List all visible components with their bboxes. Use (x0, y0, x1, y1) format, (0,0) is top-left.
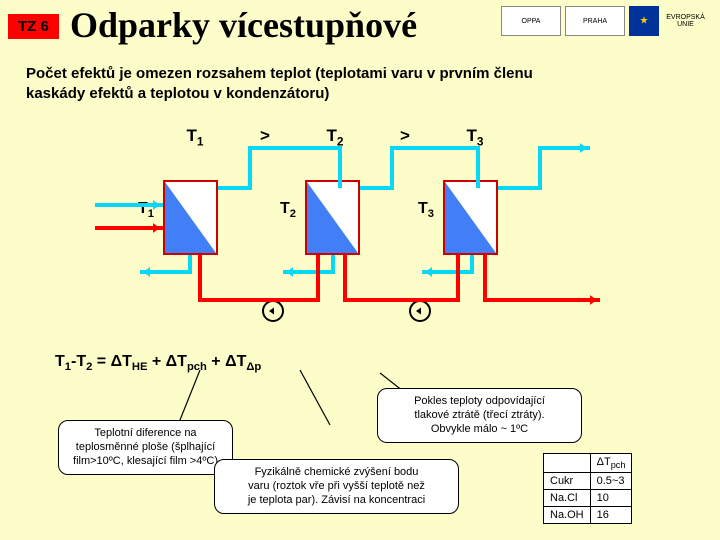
table-header-dt: ΔTpch (590, 454, 632, 473)
eu-flag-icon (629, 6, 659, 36)
callout-0: Teplotní diference nateplosměnné ploše (… (58, 420, 233, 475)
t1-label: T1 (155, 126, 235, 148)
logo-strip: OPPA PRAHA EVROPSKÁ UNIE (501, 6, 708, 36)
arrowhead-2 (143, 267, 150, 277)
stage-1-label: T1 (138, 200, 154, 220)
pipe-cond1 (140, 255, 190, 272)
callout-2: Pokles teploty odpovídajícítlakové ztrát… (377, 388, 582, 443)
evaporator-stage-2 (305, 180, 360, 255)
arrowhead-0 (153, 200, 160, 210)
pump-icon-2 (409, 300, 431, 322)
table-row: Na.Cl10 (544, 490, 632, 507)
evaporator-stage-3 (443, 180, 498, 255)
pipe-cond3 (422, 255, 472, 272)
arrowhead-1 (153, 223, 160, 233)
table-cell: Na.Cl (544, 490, 591, 507)
pipe-cond2 (283, 255, 333, 272)
table-header-blank (544, 454, 591, 473)
table-cell: Cukr (544, 473, 591, 490)
stage-2-label: T2 (280, 200, 296, 220)
table-cell: 10 (590, 490, 632, 507)
table-cell: 16 (590, 507, 632, 524)
pipe-liq3out (485, 255, 600, 300)
pipe-liq12 (200, 255, 318, 300)
table-row: Cukr0.5~3 (544, 473, 632, 490)
arrowhead-5 (580, 143, 587, 153)
pipe-call1 (178, 370, 200, 425)
delta-t-pch-table: ΔTpch Cukr0.5~3Na.Cl10Na.OH16 (543, 453, 632, 524)
subtitle-line1: Počet efektů je omezen rozsahem teplot (… (26, 65, 533, 82)
table-cell: Na.OH (544, 507, 591, 524)
arrowhead-6 (590, 295, 597, 305)
table-cell: 0.5~3 (590, 473, 632, 490)
arrowhead-4 (425, 267, 432, 277)
oppa-logo: OPPA (501, 6, 561, 36)
arrowhead-3 (286, 267, 293, 277)
gt1: > (235, 126, 295, 148)
eu-label: EVROPSKÁ UNIE (663, 6, 708, 36)
stage-3-label: T3 (418, 200, 434, 220)
slide-title: Odparky vícestupňové (70, 4, 417, 46)
praha-logo: PRAHA (565, 6, 625, 36)
subtitle-text: Počet efektů je omezen rozsahem teplot (… (26, 64, 533, 103)
evaporator-stage-1 (163, 180, 218, 255)
pump-icon-1 (262, 300, 284, 322)
gt2: > (375, 126, 435, 148)
t2-label: T2 (295, 126, 375, 148)
t3-label: T3 (435, 126, 515, 148)
slide-badge: TZ 6 (8, 14, 59, 39)
pipe-vap3out (498, 148, 590, 188)
table-row: Na.OH16 (544, 507, 632, 524)
temperature-inequality-row: T1 > T2 > T3 (155, 126, 515, 148)
pipe-liq23 (345, 255, 458, 300)
subtitle-line2: kaskády efektů a teplotou v kondenzátoru… (26, 85, 329, 102)
delta-t-equation: T1-T2 = ΔTHE + ΔTpch + ΔTΔp (55, 353, 261, 373)
pipe-call2 (300, 370, 330, 425)
callout-1: Fyzikálně chemické zvýšení boduvaru (roz… (214, 459, 459, 514)
